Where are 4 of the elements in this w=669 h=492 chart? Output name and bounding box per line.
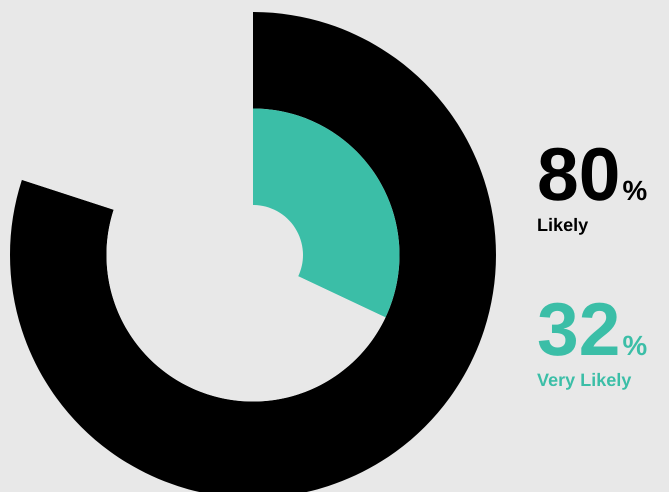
slice-label: Very Likely [537,372,632,390]
slice-label: Likely [538,218,588,235]
data-label: 32% [538,302,646,356]
data-label: 80% [539,148,646,201]
